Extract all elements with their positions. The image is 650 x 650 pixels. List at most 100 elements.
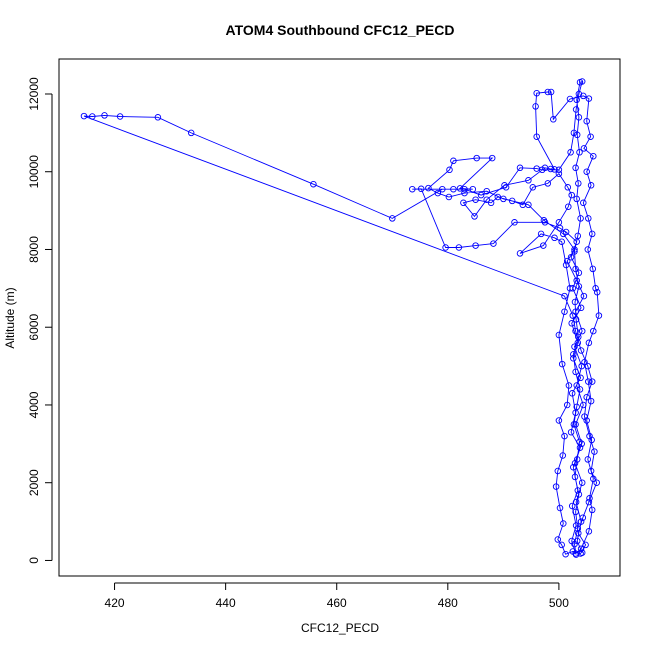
- data-point: [570, 421, 578, 428]
- data-point: [565, 203, 572, 210]
- data-point: [568, 502, 576, 510]
- data-point: [562, 550, 569, 558]
- data-point: [558, 541, 565, 549]
- data-point: [593, 288, 601, 296]
- data-point: [562, 261, 570, 269]
- data-point: [575, 269, 583, 277]
- data-point: [547, 88, 555, 96]
- data-point: [572, 316, 580, 323]
- data-point: [417, 185, 425, 193]
- data-point: [525, 177, 532, 184]
- data-point: [580, 145, 588, 152]
- data-point: [511, 219, 518, 226]
- plot-frame: [58, 58, 621, 577]
- data-point: [595, 312, 603, 319]
- data-point: [516, 250, 524, 257]
- data-point: [560, 520, 567, 527]
- data-point: [572, 308, 579, 315]
- data-point: [425, 184, 432, 192]
- data-point: [585, 528, 593, 535]
- data-point: [589, 265, 597, 273]
- data-point: [533, 89, 540, 97]
- data-point: [571, 298, 579, 306]
- data-point: [572, 421, 579, 428]
- data-point: [570, 355, 577, 362]
- data-point: [555, 417, 563, 424]
- y-tick-label: 2000: [27, 469, 41, 496]
- data-point: [552, 483, 560, 490]
- data-point: [578, 327, 586, 335]
- data-point: [439, 185, 446, 193]
- data-point: [588, 506, 596, 514]
- x-tick-label: 500: [549, 596, 569, 610]
- data-point: [555, 331, 563, 339]
- data-point: [529, 184, 537, 191]
- data-point: [573, 277, 580, 284]
- data-point: [572, 498, 580, 506]
- data-point: [310, 180, 317, 188]
- data-point: [573, 131, 581, 139]
- data-point: [579, 514, 587, 521]
- y-axis: 0 2000 4000 6000 8000 10000 12000: [27, 77, 53, 564]
- data-point: [409, 185, 416, 193]
- data-point: [442, 244, 449, 251]
- data-point: [564, 184, 572, 191]
- data-point: [508, 197, 516, 205]
- data-point: [533, 133, 540, 140]
- y-tick-label: 6000: [27, 314, 41, 341]
- data-point: [572, 106, 580, 113]
- data-point: [566, 285, 574, 292]
- x-tick-label: 420: [105, 596, 125, 610]
- data-point: [583, 117, 590, 125]
- data-point: [561, 432, 568, 440]
- data-point: [571, 246, 578, 253]
- data-point: [560, 230, 567, 238]
- data-point: [556, 504, 564, 512]
- data-point: [578, 549, 586, 556]
- data-point: [434, 189, 442, 197]
- data-point: [585, 95, 593, 102]
- data-point: [570, 463, 577, 471]
- data-point: [590, 327, 597, 335]
- data-point: [574, 339, 582, 347]
- data-point: [575, 529, 582, 537]
- data-point: [446, 166, 453, 174]
- data-point: [532, 103, 539, 110]
- data-point: [154, 114, 162, 121]
- data-point: [570, 351, 577, 358]
- data-point: [556, 224, 564, 232]
- data-point: [502, 184, 510, 191]
- data-point: [487, 199, 495, 207]
- data-point: [572, 409, 579, 416]
- data-point: [472, 196, 479, 203]
- data-point: [554, 467, 562, 475]
- data-point: [588, 230, 596, 238]
- data-point: [550, 116, 557, 123]
- data-point: [101, 112, 108, 119]
- data-point: [588, 378, 596, 385]
- data-point: [568, 390, 576, 397]
- data-point: [389, 215, 396, 222]
- data-point: [583, 393, 590, 401]
- data-point: [568, 320, 575, 327]
- data-point: [573, 537, 581, 545]
- data-point: [580, 199, 587, 207]
- data-point: [580, 92, 587, 100]
- data-point: [588, 436, 595, 444]
- data-point: [577, 304, 585, 312]
- data-point: [575, 90, 583, 98]
- data-point: [116, 113, 124, 120]
- data-point: [584, 246, 592, 253]
- data-point: [577, 545, 585, 553]
- data-point: [516, 164, 524, 172]
- x-axis-label: CFC12_PECD: [301, 621, 379, 635]
- data-point: [572, 164, 579, 172]
- x-tick-label: 440: [216, 596, 236, 610]
- data-point: [578, 78, 586, 85]
- data-point: [456, 185, 464, 192]
- data-point: [577, 518, 585, 525]
- data-point: [544, 180, 552, 187]
- data-point: [187, 129, 195, 137]
